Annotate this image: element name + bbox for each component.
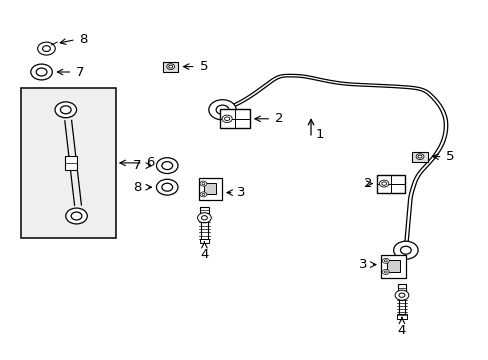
Circle shape <box>168 65 172 68</box>
Circle shape <box>384 260 386 262</box>
Circle shape <box>162 183 172 191</box>
Circle shape <box>417 155 421 158</box>
Circle shape <box>197 213 211 223</box>
Text: 2: 2 <box>274 112 283 125</box>
Bar <box>163 62 178 72</box>
Text: 4: 4 <box>397 324 406 337</box>
Circle shape <box>379 180 388 187</box>
Circle shape <box>208 100 236 120</box>
Circle shape <box>156 179 178 195</box>
Circle shape <box>202 183 204 185</box>
Circle shape <box>222 115 232 122</box>
Text: 2: 2 <box>364 177 372 190</box>
Bar <box>198 178 222 200</box>
Circle shape <box>394 290 408 300</box>
Text: 4: 4 <box>200 248 208 261</box>
Circle shape <box>38 42 55 55</box>
Circle shape <box>55 102 76 118</box>
Bar <box>386 260 399 272</box>
Circle shape <box>61 106 71 114</box>
Text: 5: 5 <box>445 150 453 163</box>
Circle shape <box>71 212 82 220</box>
Bar <box>204 183 216 194</box>
Bar <box>20 88 116 238</box>
Circle shape <box>200 192 206 197</box>
Bar <box>199 239 209 243</box>
Circle shape <box>36 68 47 76</box>
Text: 3: 3 <box>237 186 245 199</box>
Circle shape <box>42 46 50 51</box>
Circle shape <box>382 258 388 264</box>
Text: 3: 3 <box>359 258 367 271</box>
Bar <box>376 175 405 193</box>
Bar <box>200 207 208 213</box>
Circle shape <box>216 105 228 114</box>
Text: 8: 8 <box>79 33 87 46</box>
Text: 1: 1 <box>315 129 323 141</box>
Bar <box>64 156 77 170</box>
Text: 7: 7 <box>76 66 84 78</box>
Circle shape <box>224 117 229 121</box>
Text: 5: 5 <box>199 60 207 73</box>
Circle shape <box>156 158 178 174</box>
Bar <box>380 255 406 278</box>
Bar <box>396 314 406 319</box>
Circle shape <box>415 154 423 159</box>
Text: 6: 6 <box>146 156 154 170</box>
Circle shape <box>201 216 207 220</box>
Circle shape <box>166 64 174 69</box>
Bar <box>411 152 427 162</box>
Text: 8: 8 <box>133 181 142 194</box>
Circle shape <box>31 64 52 80</box>
Circle shape <box>382 269 388 274</box>
Circle shape <box>202 193 204 195</box>
Circle shape <box>400 246 410 254</box>
Bar <box>397 284 406 291</box>
Circle shape <box>162 162 172 170</box>
Bar <box>219 109 249 128</box>
Circle shape <box>384 271 386 273</box>
Circle shape <box>398 293 404 297</box>
Circle shape <box>65 208 87 224</box>
Circle shape <box>381 182 386 185</box>
Circle shape <box>393 241 417 259</box>
Text: 7: 7 <box>133 159 142 172</box>
Circle shape <box>200 181 206 186</box>
